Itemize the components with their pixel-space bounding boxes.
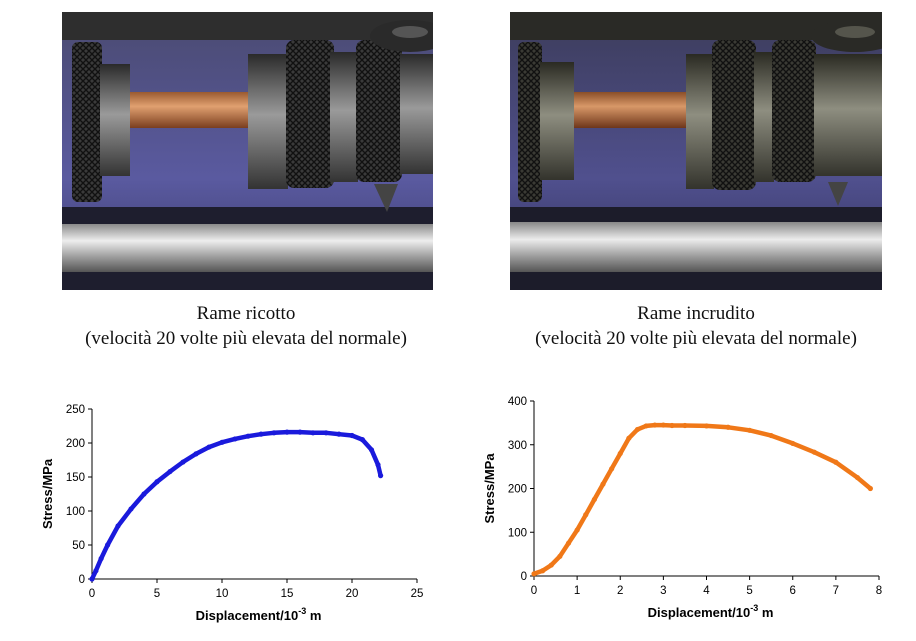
data-point <box>375 462 381 468</box>
data-point <box>141 491 147 497</box>
x-tick-label: 25 <box>411 588 424 600</box>
caption-title: Rame incrudito <box>637 303 755 324</box>
y-tick-label: 250 <box>66 404 85 416</box>
data-point <box>206 444 212 450</box>
y-tick-label: 200 <box>508 484 527 496</box>
chart-annealed-stress-displacement: 0 50 100 150 200 250 0 5 10 15 20 25 Stress/MPa Displ… <box>30 392 450 641</box>
x-tick-label: 20 <box>346 588 359 600</box>
x-axis-title: Displacement/10-3 m <box>648 603 774 620</box>
data-point <box>531 571 537 577</box>
y-tick-label: 50 <box>72 540 85 552</box>
data-point <box>167 468 173 475</box>
data-point <box>232 436 238 442</box>
data-point <box>284 429 290 435</box>
photo-annealed-copper <box>62 12 433 290</box>
data-point <box>245 433 251 439</box>
chart-svg: 0 50 100 150 200 250 0 5 10 15 20 25 Stress/MPa Displ… <box>40 404 424 623</box>
photo-caption-hardened: Rame incrudito (velocità 20 volte più el… <box>490 301 902 351</box>
data-point <box>548 562 554 568</box>
data-point <box>626 435 632 441</box>
data-point <box>115 523 121 529</box>
data-point <box>725 424 731 430</box>
data-point <box>617 450 623 457</box>
x-tick-label: 5 <box>746 585 752 597</box>
data-point <box>643 423 649 429</box>
photo-hardened-copper <box>510 12 882 290</box>
data-point <box>833 459 839 465</box>
data-point <box>323 430 329 436</box>
x-tick-label: 0 <box>531 585 537 597</box>
data-point <box>93 568 99 574</box>
data-point <box>258 431 264 437</box>
data-point <box>349 432 355 439</box>
data-point <box>682 422 688 429</box>
photo-caption-annealed: Rame ricotto (velocità 20 volte più elev… <box>40 301 452 351</box>
data-point <box>310 430 316 436</box>
y-tick-label: 400 <box>508 396 527 408</box>
data-point <box>609 466 615 472</box>
caption-note: (velocità 20 volte più elevata del norma… <box>85 328 407 349</box>
y-tick-label: 150 <box>66 472 85 484</box>
data-point <box>271 430 277 436</box>
data-point <box>747 427 753 433</box>
data-point <box>565 540 572 546</box>
data-point <box>128 506 134 512</box>
x-tick-label: 2 <box>617 585 623 597</box>
data-point <box>378 473 384 479</box>
y-tick-label: 0 <box>79 574 85 586</box>
x-tick-label: 1 <box>574 585 580 597</box>
series-line <box>531 422 873 577</box>
data-point <box>359 437 365 443</box>
x-tick-label: 10 <box>216 588 229 600</box>
y-tick-label: 0 <box>521 571 527 583</box>
y-tick-label: 100 <box>508 527 527 539</box>
data-point <box>768 432 774 439</box>
x-tick-label: 6 <box>790 585 796 597</box>
x-tick-label: 0 <box>89 588 95 600</box>
y-tick-label: 100 <box>66 506 85 518</box>
data-point <box>591 496 597 503</box>
data-point <box>867 485 873 492</box>
data-point <box>180 459 186 465</box>
y-axis-title: Stress/MPa <box>40 458 55 529</box>
chart-svg: 0 100 200 300 400 0 1 2 3 4 5 6 7 8 Stress/MPa Displace… <box>482 396 882 620</box>
caption-title: Rame ricotto <box>196 303 296 324</box>
data-point <box>297 429 303 435</box>
data-point <box>634 426 641 433</box>
x-tick-label: 15 <box>281 588 294 600</box>
data-point <box>811 449 817 455</box>
x-tick-label: 8 <box>876 585 882 597</box>
caption-note: (velocità 20 volte più elevata del norma… <box>535 328 857 349</box>
data-point <box>336 431 342 437</box>
data-point <box>193 451 199 457</box>
data-point <box>574 527 580 533</box>
chart-hardened-stress-displacement: 0 100 200 300 400 0 1 2 3 4 5 6 7 8 Stress/MPa Displace… <box>470 392 900 641</box>
data-point <box>660 422 666 428</box>
data-point <box>219 439 225 445</box>
series-line <box>89 429 383 582</box>
data-point <box>105 542 111 548</box>
data-point <box>703 423 710 429</box>
y-tick-label: 200 <box>66 438 85 450</box>
y-tick-label: 300 <box>508 440 527 452</box>
data-point <box>600 481 606 487</box>
x-tick-label: 7 <box>833 585 839 597</box>
y-axis-title: Stress/MPa <box>482 453 497 524</box>
data-point <box>790 440 796 447</box>
x-tick-label: 5 <box>154 588 160 600</box>
data-point <box>89 576 95 582</box>
data-point <box>669 422 675 429</box>
data-point <box>98 556 104 562</box>
x-tick-label: 4 <box>703 585 710 597</box>
data-point <box>854 474 861 481</box>
data-point <box>368 447 375 453</box>
data-point <box>557 553 563 559</box>
data-point <box>583 512 589 518</box>
x-axis-title: Displacement/10-3 m <box>196 606 322 623</box>
data-point <box>540 568 546 574</box>
data-point <box>652 422 658 428</box>
x-tick-label: 3 <box>660 585 666 597</box>
data-point <box>154 479 160 485</box>
